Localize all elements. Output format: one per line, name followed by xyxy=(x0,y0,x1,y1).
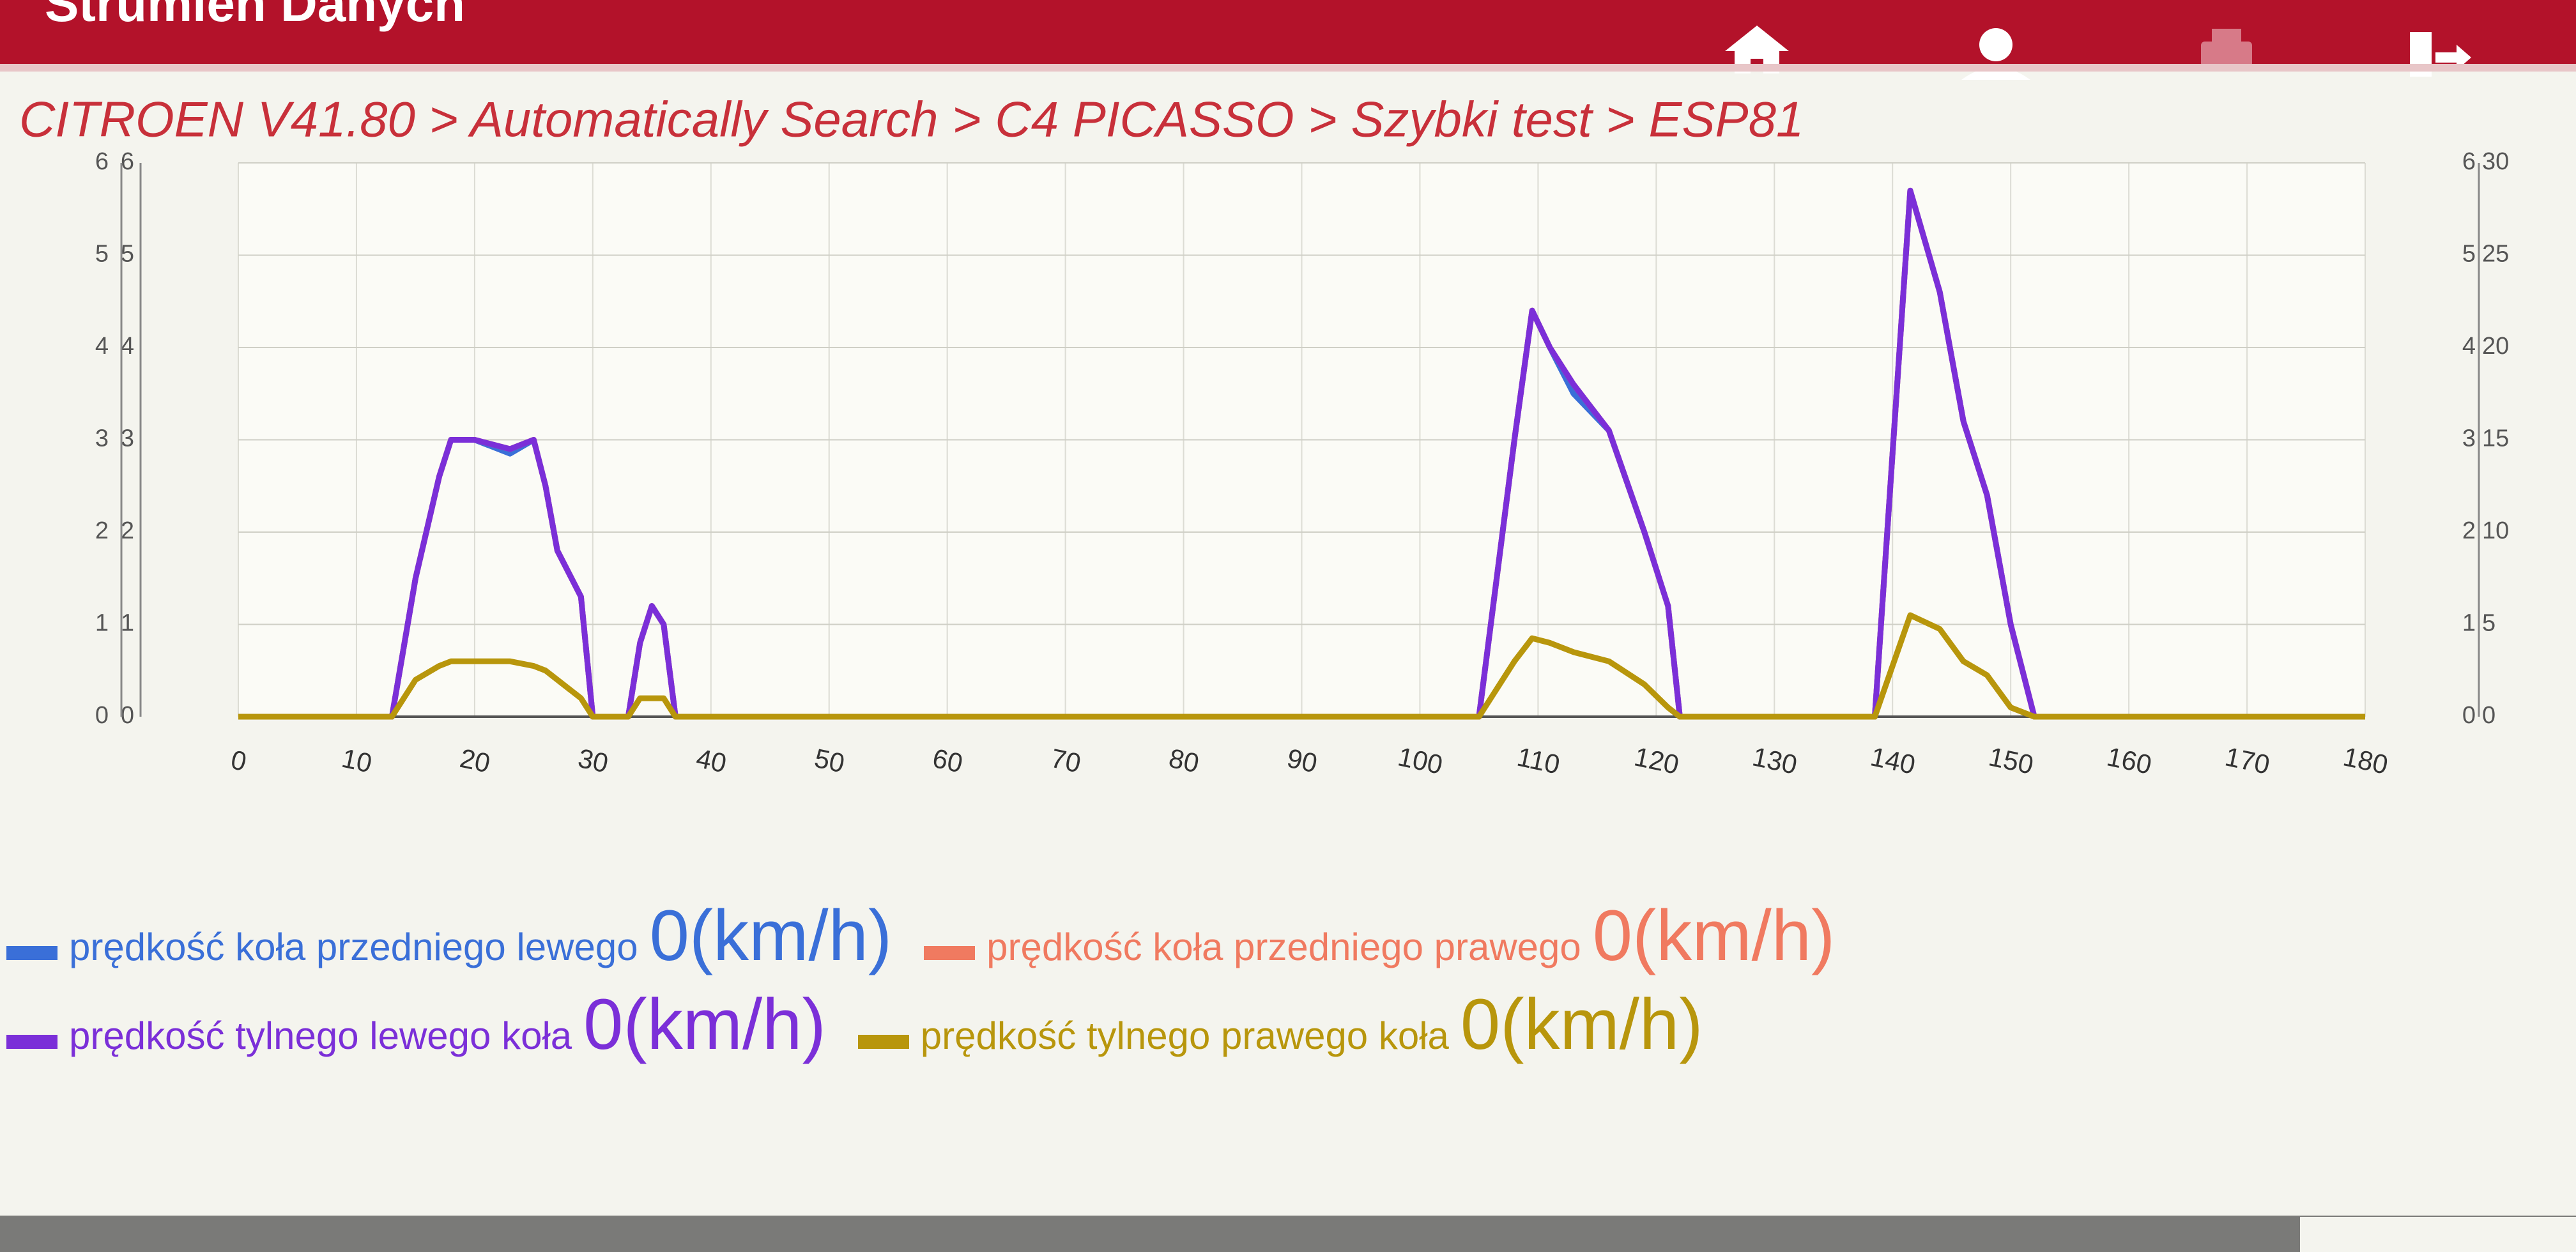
current-value: 0(km/h) xyxy=(1592,896,1836,975)
current-value: 0(km/h) xyxy=(1460,984,1703,1064)
x-tick-label: 70 xyxy=(1048,743,1084,779)
y2-tick-label: 15 xyxy=(2482,425,2509,452)
header-shadow xyxy=(0,64,2576,72)
y-tick-label: 2 xyxy=(95,517,109,544)
x-tick-label: 0 xyxy=(228,744,249,777)
x-tick-label: 110 xyxy=(1514,742,1562,780)
legend-item: prędkość koła przedniego prawego 0(km/h) xyxy=(924,894,1835,977)
legend-item: prędkość tylnego lewego koła 0(km/h) xyxy=(6,983,826,1065)
y-tick-label: 6 xyxy=(121,148,134,175)
x-tick-label: 140 xyxy=(1868,741,1918,780)
legend: prędkość koła przedniego lewego 0(km/h) pr… xyxy=(6,894,2568,1065)
y-tick-label: 1 xyxy=(2462,610,2476,637)
x-tick-label: 20 xyxy=(457,743,493,779)
y-tick-label: 6 xyxy=(95,148,109,175)
legend-label: prędkość koła przedniego prawego xyxy=(986,926,1581,968)
y-tick-label: 0 xyxy=(95,702,109,729)
legend-label: prędkość tylnego lewego koła xyxy=(69,1014,572,1057)
bottom-button[interactable] xyxy=(2300,1217,2576,1252)
y-tick-label: 6 xyxy=(2462,148,2476,175)
y2-tick-label: 25 xyxy=(2482,241,2509,268)
plot: 0 10 20 30 40 50 60 70 80 90 100 110 120 130 140 150 160… xyxy=(95,148,2509,780)
x-tick-label: 180 xyxy=(2341,741,2391,780)
y2-tick-label: 30 xyxy=(2482,148,2509,175)
y-tick-label: 3 xyxy=(95,425,109,452)
legend-item: prędkość koła przedniego lewego 0(km/h) xyxy=(6,894,892,977)
screen-title: Strumien Danych xyxy=(45,0,465,32)
y-tick-label: 4 xyxy=(2462,333,2476,360)
y2-tick-label: 20 xyxy=(2482,333,2509,360)
x-tick-label: 160 xyxy=(2104,741,2154,780)
legend-swatch xyxy=(924,946,976,960)
y-tick-label: 1 xyxy=(95,610,109,637)
y-tick-label: 4 xyxy=(121,333,134,360)
legend-swatch xyxy=(6,946,57,960)
y-tick-label: 5 xyxy=(121,241,134,268)
y-tick-label: 3 xyxy=(121,425,134,452)
current-value: 0(km/h) xyxy=(649,896,893,975)
y-tick-label: 2 xyxy=(2462,517,2476,544)
x-tick-label: 80 xyxy=(1167,743,1202,779)
legend-swatch xyxy=(6,1035,57,1049)
y2-tick-label: 0 xyxy=(2482,702,2496,729)
y-tick-label: 5 xyxy=(95,241,109,268)
x-tick-label: 30 xyxy=(576,743,611,779)
y2-tick-label: 5 xyxy=(2482,610,2496,637)
x-tick-label: 50 xyxy=(812,743,847,779)
series-line xyxy=(238,612,2365,720)
y-tick-label: 0 xyxy=(121,702,134,729)
x-tick-label: 150 xyxy=(1986,741,2036,780)
legend-label: prędkość tylnego prawego koła xyxy=(920,1014,1449,1057)
print-button[interactable] xyxy=(2201,29,2252,67)
home-button[interactable] xyxy=(1725,26,1789,73)
y-tick-label: 1 xyxy=(121,610,134,637)
legend-swatch xyxy=(857,1035,909,1049)
bottom-bar xyxy=(0,1216,2576,1252)
current-value: 0(km/h) xyxy=(583,984,826,1064)
x-tick-label: 100 xyxy=(1395,741,1445,780)
y-tick-label: 3 xyxy=(2462,425,2476,452)
x-tick-label: 40 xyxy=(694,743,729,779)
top-bar xyxy=(0,0,2576,64)
x-tick-label: 90 xyxy=(1284,743,1319,779)
y2-tick-label: 10 xyxy=(2482,517,2509,544)
x-tick-label: 60 xyxy=(930,743,965,779)
legend-item: prędkość tylnego prawego koła 0(km/h) xyxy=(857,983,1703,1065)
y-tick-label: 2 xyxy=(121,517,134,544)
y-tick-label: 4 xyxy=(95,333,109,360)
x-tick-label: 170 xyxy=(2223,741,2273,780)
x-tick-label: 120 xyxy=(1632,741,1682,780)
y-tick-label: 0 xyxy=(2462,702,2476,729)
legend-label: prędkość koła przedniego lewego xyxy=(69,926,638,968)
x-tick-label: 130 xyxy=(1750,741,1800,780)
x-tick-label: 10 xyxy=(339,743,374,779)
breadcrumb: CITROEN V41.80 > Automatically Search > … xyxy=(19,91,1804,148)
y-tick-label: 5 xyxy=(2462,241,2476,268)
